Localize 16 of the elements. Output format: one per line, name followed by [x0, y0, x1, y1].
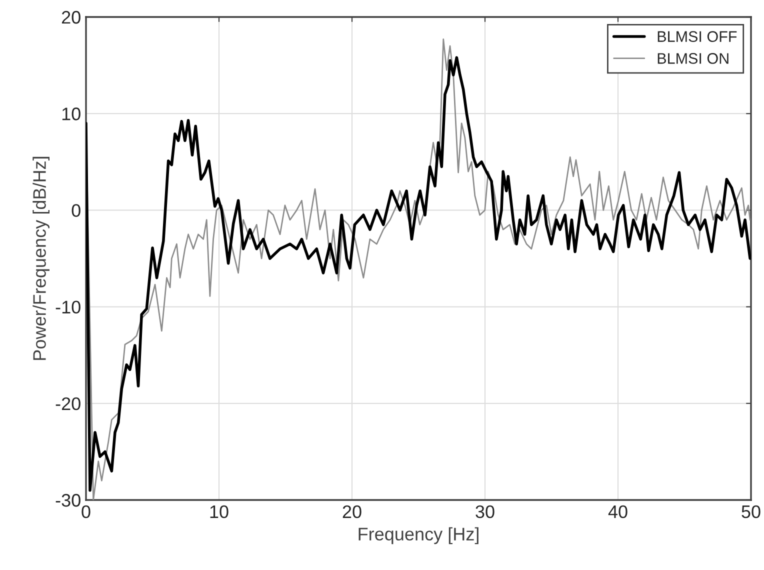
- legend-label: BLMSI ON: [658, 53, 728, 64]
- x-tick-label: 40: [608, 505, 628, 518]
- x-tick-label: 0: [82, 505, 90, 518]
- x-tick-label: 30: [476, 505, 494, 518]
- y-tick-label: -20: [56, 397, 80, 410]
- x-tick-label: 20: [342, 505, 362, 518]
- y-tick-label: 20: [62, 10, 80, 24]
- x-axis-title: Frequency [Hz]: [358, 527, 478, 544]
- y-tick-label: -10: [56, 300, 80, 314]
- y-tick-label: 10: [62, 108, 80, 120]
- y-tick-label: 0: [72, 204, 80, 217]
- legend-label: BLMSI OFF: [658, 31, 737, 42]
- y-tick-label: -30: [56, 494, 80, 507]
- x-tick-label: 50: [742, 505, 760, 518]
- x-tick-label: 10: [210, 505, 228, 518]
- y-axis-title: Power/Frequency [dB/Hz]: [32, 156, 50, 360]
